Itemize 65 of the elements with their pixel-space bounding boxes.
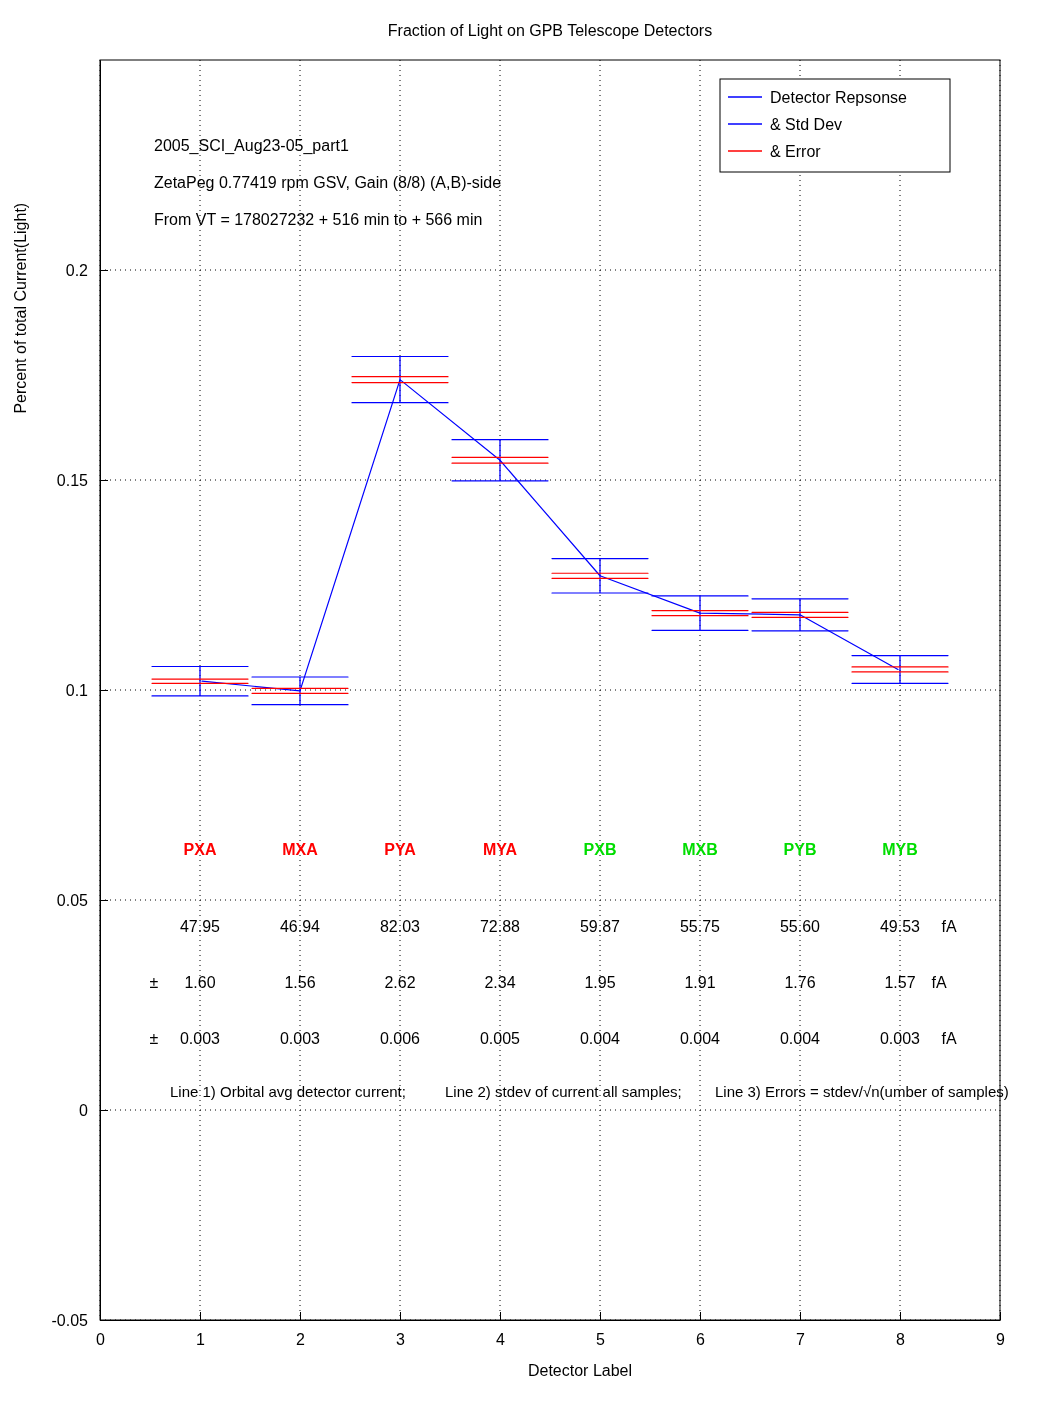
annotation: 0.004 xyxy=(679,1029,721,1047)
x-tick-label: 2 xyxy=(296,1331,306,1349)
x-tick-label: 3 xyxy=(396,1331,406,1349)
annotation: 2005_SCI_Aug23-05_part1 xyxy=(154,136,349,155)
x-tick-label: 9 xyxy=(996,1331,1006,1349)
annotation: MYB xyxy=(882,841,918,859)
annotation: ± xyxy=(149,973,159,991)
legend-label: & Error xyxy=(770,142,822,160)
annotation: MXB xyxy=(682,841,718,859)
annotation: 2.62 xyxy=(384,973,416,991)
annotation: 49.53 xyxy=(879,918,921,936)
y-tick-label: -0.05 xyxy=(51,1311,89,1329)
chart-title: Fraction of Light on GPB Telescope Detectors xyxy=(387,22,713,39)
annotation: 46.94 xyxy=(279,918,321,936)
annotation: 2.34 xyxy=(484,973,516,991)
annotation: 1.95 xyxy=(584,973,616,991)
y-tick-label: 0.2 xyxy=(65,261,89,279)
annotation: 0.006 xyxy=(379,1029,421,1047)
annotation: ZetaPeg 0.77419 rpm GSV, Gain (8/8) (A,B)-side xyxy=(154,173,502,191)
y-tick-label: 0.15 xyxy=(56,471,89,489)
annotation: 1.91 xyxy=(684,973,716,991)
annotation: PYA xyxy=(384,841,417,859)
annotation: ± xyxy=(149,1029,159,1047)
annotation: 82.03 xyxy=(379,918,421,936)
annotation: Line 1) Orbital avg detector current; xyxy=(170,1083,406,1101)
annotation: fA xyxy=(941,918,957,936)
annotation: MYA xyxy=(482,841,518,859)
annotation: 0.005 xyxy=(479,1029,521,1047)
annotation: PYB xyxy=(783,841,817,859)
annotation: Line 3) Errors = stdev/√n(umber of samples) xyxy=(715,1083,1009,1101)
legend-label: & Std Dev xyxy=(770,115,843,133)
x-tick-label: 0 xyxy=(96,1331,106,1349)
annotation: fA xyxy=(941,1029,957,1047)
y-axis-title: Percent of total Current(Light) xyxy=(12,202,29,414)
annotation: fA xyxy=(931,973,947,991)
x-tick-label: 5 xyxy=(596,1331,606,1349)
annotation: 0.003 xyxy=(179,1029,221,1047)
x-tick-label: 6 xyxy=(696,1331,706,1349)
annotation: Line 2) stdev of current all samples; xyxy=(445,1083,682,1101)
x-tick-label: 7 xyxy=(796,1331,806,1349)
annotation: 55.60 xyxy=(779,918,821,936)
y-tick-label: 0 xyxy=(79,1101,89,1119)
annotation: 0.004 xyxy=(579,1029,621,1047)
annotation: 1.76 xyxy=(784,973,816,991)
x-tick-label: 1 xyxy=(196,1331,206,1349)
y-tick-label: 0.05 xyxy=(56,891,89,909)
legend-label: Detector Repsonse xyxy=(770,88,908,106)
annotation: 72.88 xyxy=(479,918,521,936)
annotation: MXA xyxy=(282,841,319,859)
x-tick-label: 8 xyxy=(896,1331,906,1349)
annotation: 47.95 xyxy=(179,918,221,936)
annotation: 55.75 xyxy=(679,918,721,936)
annotation: 1.60 xyxy=(184,973,216,991)
x-axis-title: Detector Label xyxy=(527,1362,633,1379)
x-tick-label: 4 xyxy=(496,1331,506,1349)
annotation: PXB xyxy=(583,841,617,859)
annotation: PXA xyxy=(183,841,217,859)
annotation: 0.003 xyxy=(879,1029,921,1047)
y-tick-label: 0.1 xyxy=(65,681,89,699)
annotation: 1.57 xyxy=(884,973,916,991)
annotation: 1.56 xyxy=(284,973,316,991)
annotation: 59.87 xyxy=(579,918,621,936)
annotation: 0.004 xyxy=(779,1029,821,1047)
annotation: From VT = 178027232 + 516 min to + 566 min xyxy=(154,210,483,228)
annotation: 0.003 xyxy=(279,1029,321,1047)
